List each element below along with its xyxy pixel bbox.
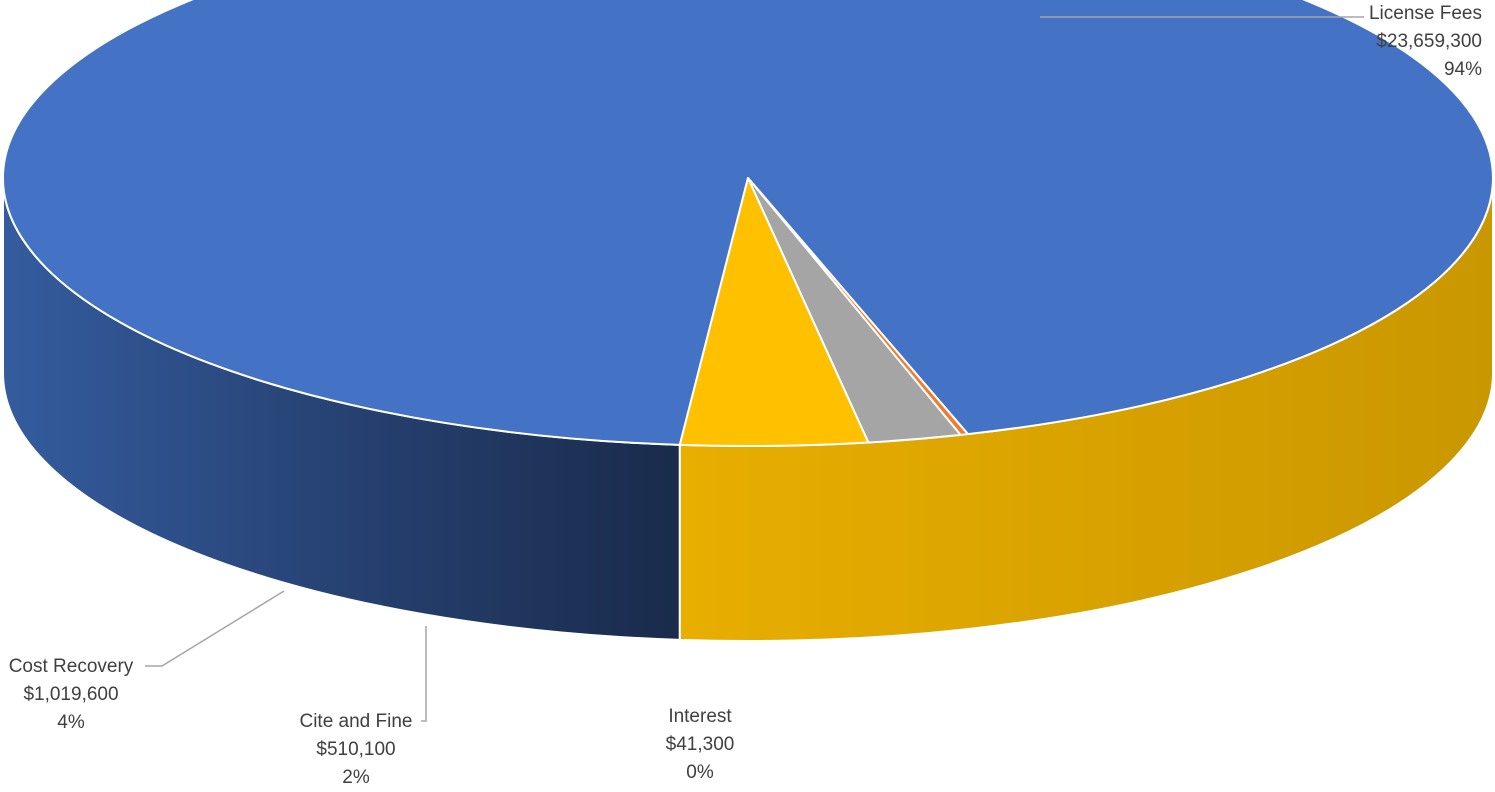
label-percent-interest: 0% xyxy=(686,762,714,783)
label-value-cost-recovery: $1,019,600 xyxy=(23,684,119,705)
label-value-license-fees: $23,659,300 xyxy=(1376,31,1482,52)
label-percent-license-fees: 94% xyxy=(1443,59,1482,80)
label-name-interest: Interest xyxy=(668,706,732,727)
leader-line-cite-and-fine xyxy=(421,626,427,722)
data-label-cite-and-fine: Cite and Fine $510,100 2% xyxy=(286,708,426,792)
data-label-license-fees: License Fees $23,659,300 94% xyxy=(1268,0,1482,84)
label-name-cite-and-fine: Cite and Fine xyxy=(299,711,413,732)
label-value-interest: $41,300 xyxy=(665,734,735,755)
pie-slice-license-fees xyxy=(2,0,1494,446)
data-label-cost-recovery: Cost Recovery $1,019,600 4% xyxy=(0,653,142,737)
label-percent-cite-and-fine: 2% xyxy=(342,767,370,788)
label-value-cite-and-fine: $510,100 xyxy=(316,739,396,760)
label-name-license-fees: License Fees xyxy=(1368,3,1482,24)
data-label-interest: Interest $41,300 0% xyxy=(640,703,760,787)
pie-slice-cost-recovery xyxy=(678,177,870,447)
label-percent-cost-recovery: 4% xyxy=(57,712,85,733)
leader-line-cost-recovery xyxy=(145,590,285,667)
label-name-cost-recovery: Cost Recovery xyxy=(8,656,134,677)
